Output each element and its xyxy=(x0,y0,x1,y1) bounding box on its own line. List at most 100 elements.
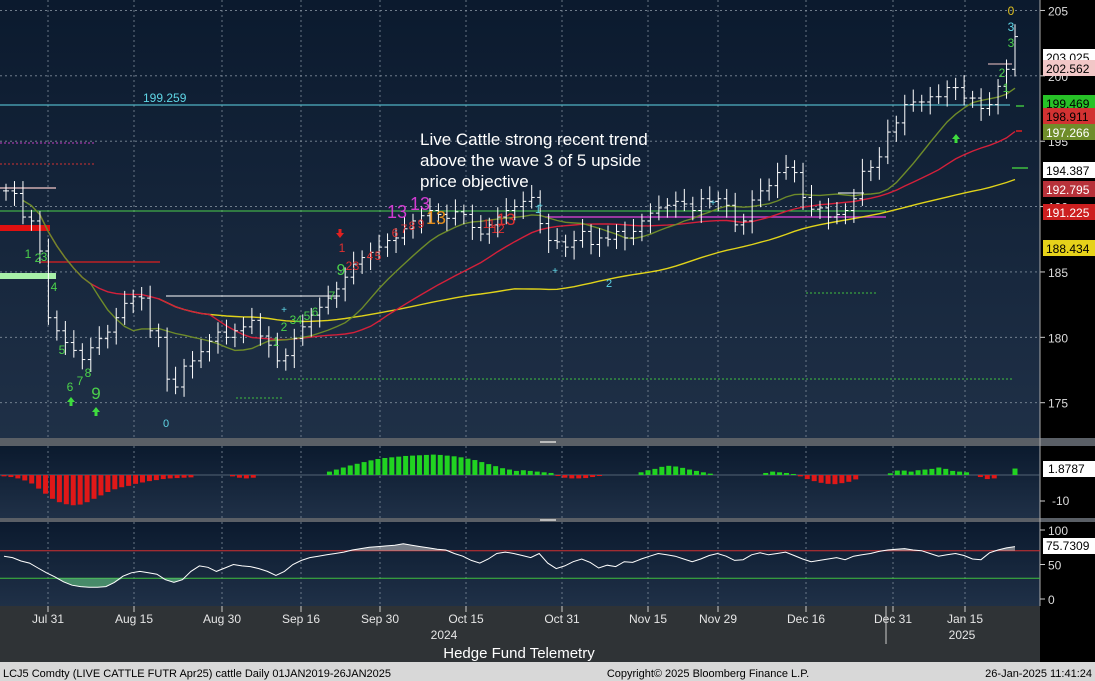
macd-bar xyxy=(347,465,353,475)
macd-bar xyxy=(146,475,152,482)
macd-bar xyxy=(410,455,416,475)
macd-bar xyxy=(700,472,706,475)
td-count-label: 11 xyxy=(483,217,496,231)
td-count-label: 3 xyxy=(353,259,360,273)
rsi-last-label-box xyxy=(1043,538,1095,554)
td-count-label: 6 xyxy=(392,226,399,240)
price-label: 192.795 xyxy=(1046,183,1090,197)
x-tick-label: Oct 31 xyxy=(544,612,580,626)
macd-bar xyxy=(964,472,970,475)
macd-bar xyxy=(783,472,789,475)
macd-bar xyxy=(119,475,125,488)
macd-bar xyxy=(486,464,492,475)
macd-bar xyxy=(915,470,921,475)
macd-panel-bg xyxy=(0,446,1040,518)
price-label-box xyxy=(1043,204,1095,220)
macd-bar xyxy=(77,475,83,505)
macd-bar xyxy=(98,475,104,496)
x-tick-label: Aug 15 xyxy=(115,612,153,626)
macd-bar xyxy=(534,471,540,475)
macd-bar xyxy=(430,454,436,475)
macd-bar xyxy=(444,455,450,475)
macd-bar xyxy=(922,469,928,475)
footer-copyright: Copyright© 2025 Bloomberg Finance L.P. xyxy=(607,668,809,680)
x-tick-label: Jan 15 xyxy=(947,612,983,626)
macd-bar xyxy=(527,470,533,475)
macd-bar xyxy=(638,472,644,475)
macd-bar xyxy=(666,465,672,475)
macd-bar xyxy=(832,475,838,485)
plus-marker: + xyxy=(710,198,716,209)
td-count-label: 3 xyxy=(1008,20,1015,34)
y-tick-label: 175 xyxy=(1048,397,1068,411)
footer-bg xyxy=(0,662,1095,681)
macd-bar xyxy=(250,475,256,478)
price-label: 194.387 xyxy=(1046,164,1090,178)
macd-bar xyxy=(950,470,956,475)
x-tick-label: Dec 31 xyxy=(874,612,912,626)
buy-arrow-icon xyxy=(92,407,100,416)
macd-last-label-box xyxy=(1043,461,1095,477)
footer-timestamp: 26-Jan-2025 11:41:24 xyxy=(985,668,1092,680)
macd-y-tick-label: -10 xyxy=(1052,494,1070,508)
macd-bar xyxy=(977,475,983,478)
price-label-box xyxy=(1043,60,1095,76)
price-label-box xyxy=(1043,181,1095,197)
y-tick-label: 205 xyxy=(1048,4,1068,18)
macd-bar xyxy=(160,475,166,480)
x-tick-label: Nov 29 xyxy=(699,612,737,626)
green-ma-line xyxy=(22,87,1016,352)
td-count-label: 7 xyxy=(401,222,408,236)
price-label: 198.911 xyxy=(1046,110,1089,124)
td-count-label: 9 xyxy=(91,384,100,403)
td-count-label: 5 xyxy=(375,249,382,263)
plus-marker: + xyxy=(537,201,543,212)
macd-bar xyxy=(112,475,118,490)
annotation-text: above the wave 3 of 5 upside xyxy=(420,151,641,170)
td-count-label: 1 xyxy=(1003,81,1010,95)
yellow-ma-line xyxy=(158,178,1016,323)
price-label-box xyxy=(1043,124,1095,140)
rsi-y-tick-label: 0 xyxy=(1048,593,1055,607)
td-count-label: 13 xyxy=(426,208,446,228)
td-count-label: 1 xyxy=(535,204,541,216)
macd-bar xyxy=(541,472,547,475)
macd-bar xyxy=(590,475,596,478)
macd-bar xyxy=(389,457,395,475)
macd-bar xyxy=(576,475,582,479)
plus-marker: + xyxy=(552,266,558,277)
td-count-label: 3 xyxy=(1008,36,1015,50)
year-label: 2025 xyxy=(949,628,976,642)
price-bars xyxy=(3,24,1018,397)
macd-bar xyxy=(472,460,478,475)
macd-bar xyxy=(416,455,422,475)
td-count-label: 13 xyxy=(387,202,407,222)
macd-bar xyxy=(423,454,429,475)
macd-bar xyxy=(188,475,194,478)
panel-splitter-handle xyxy=(540,441,556,443)
macd-bar xyxy=(777,472,783,475)
macd-bar xyxy=(507,469,512,475)
price-label-box xyxy=(1043,240,1095,256)
macd-bar xyxy=(70,475,76,506)
green-bar-marker xyxy=(0,273,56,279)
macd-bar xyxy=(174,475,180,479)
macd-bar xyxy=(230,475,236,477)
macd-bar xyxy=(1,475,7,477)
macd-bar xyxy=(167,475,173,479)
sell-arrow-icon xyxy=(336,229,344,238)
td-count-label: 2 xyxy=(606,278,612,290)
macd-bar xyxy=(763,472,769,475)
macd-bar xyxy=(243,475,249,479)
macd-bar xyxy=(49,475,55,499)
macd-bar xyxy=(887,473,893,475)
td-count-label: 2 xyxy=(999,66,1006,80)
td-count-label: 2 xyxy=(281,320,288,334)
macd-bar xyxy=(479,462,485,475)
price-label: 188.434 xyxy=(1046,242,1090,256)
x-axis-bg xyxy=(0,606,1040,662)
macd-bar xyxy=(375,459,381,475)
chart-title: Hedge Fund Telemetry xyxy=(443,645,595,662)
